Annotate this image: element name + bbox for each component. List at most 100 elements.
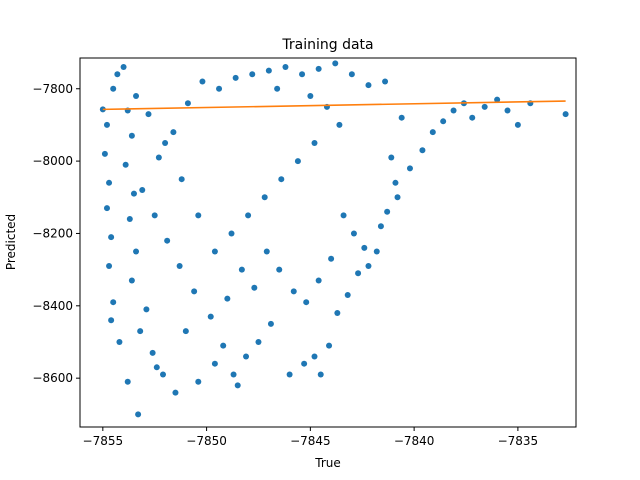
data-point: [164, 237, 171, 244]
data-point: [110, 85, 117, 92]
data-point: [228, 230, 235, 237]
x-tick-label: −7855: [83, 434, 124, 448]
data-point: [126, 215, 133, 222]
data-point: [406, 165, 413, 172]
y-tick-label: −8600: [32, 371, 73, 385]
data-point: [116, 338, 123, 345]
data-point: [307, 92, 314, 99]
data-point: [234, 382, 241, 389]
data-point: [494, 96, 501, 103]
data-point: [394, 194, 401, 201]
data-point: [301, 360, 308, 367]
data-point: [135, 411, 142, 418]
data-point: [344, 291, 351, 298]
data-point: [311, 353, 318, 360]
data-point: [294, 158, 301, 165]
data-point: [211, 248, 218, 255]
data-point: [251, 284, 258, 291]
data-point: [278, 176, 285, 183]
data-point: [245, 212, 252, 219]
data-point: [108, 317, 115, 324]
data-point: [336, 121, 343, 128]
data-point: [504, 107, 511, 114]
data-point: [184, 100, 191, 107]
data-point: [207, 313, 214, 320]
y-axis-label: Predicted: [4, 214, 18, 270]
y-tick-label: −7800: [32, 82, 73, 96]
data-point: [211, 360, 218, 367]
data-point: [238, 266, 245, 273]
y-tick-label: −8400: [32, 299, 73, 313]
data-point: [355, 270, 362, 277]
data-point: [261, 194, 268, 201]
data-point: [103, 205, 110, 212]
data-point: [172, 389, 179, 396]
data-point: [101, 150, 108, 157]
data-point: [122, 161, 129, 168]
data-point: [350, 230, 357, 237]
data-point: [106, 263, 113, 270]
data-point: [143, 306, 150, 313]
data-points: [99, 60, 569, 418]
data-point: [182, 328, 189, 335]
data-point: [286, 371, 293, 378]
data-point: [334, 310, 341, 317]
data-point: [224, 295, 231, 302]
data-point: [255, 338, 262, 345]
fit-line: [102, 100, 566, 111]
data-point: [419, 147, 426, 154]
data-point: [232, 74, 239, 81]
data-point: [230, 371, 237, 378]
data-point: [481, 103, 488, 110]
data-point: [133, 92, 140, 99]
data-point: [124, 378, 131, 385]
data-point: [145, 111, 152, 118]
data-point: [377, 223, 384, 230]
data-point: [340, 212, 347, 219]
data-point: [114, 71, 121, 78]
data-point: [348, 71, 355, 78]
data-point: [153, 364, 160, 371]
data-point: [130, 190, 137, 197]
data-point: [303, 299, 310, 306]
data-point: [178, 176, 185, 183]
data-point: [249, 71, 256, 78]
data-point: [176, 263, 183, 270]
data-point: [384, 208, 391, 215]
data-point: [282, 64, 289, 71]
data-point: [440, 118, 447, 125]
data-point: [265, 67, 272, 74]
data-point: [315, 65, 322, 72]
x-axis-label: True: [314, 456, 341, 470]
data-point: [128, 277, 135, 284]
data-point: [195, 212, 202, 219]
data-point: [469, 114, 476, 121]
data-point: [382, 78, 389, 85]
data-point: [299, 71, 306, 78]
data-point: [326, 342, 333, 349]
data-point: [429, 129, 436, 136]
data-point: [106, 179, 113, 186]
data-point: [216, 85, 223, 92]
data-point: [388, 154, 395, 161]
x-axis: −7855 −7850 −7845 −7840 −7835: [83, 427, 538, 448]
data-point: [128, 132, 135, 139]
data-point: [151, 212, 158, 219]
data-point: [365, 263, 372, 270]
y-axis: −8600 −8400 −8200 −8000 −7800: [32, 82, 80, 385]
data-point: [392, 179, 399, 186]
plot-frame: [79, 57, 577, 428]
data-point: [170, 129, 177, 136]
y-tick-label: −8000: [32, 154, 73, 168]
data-point: [514, 121, 521, 128]
data-point: [137, 328, 144, 335]
data-point: [267, 320, 274, 327]
data-point: [398, 114, 405, 121]
fit-line-layer: [102, 100, 566, 111]
x-tick-label: −7850: [186, 434, 227, 448]
data-point: [191, 288, 198, 295]
data-point: [373, 248, 380, 255]
data-point: [162, 140, 169, 147]
